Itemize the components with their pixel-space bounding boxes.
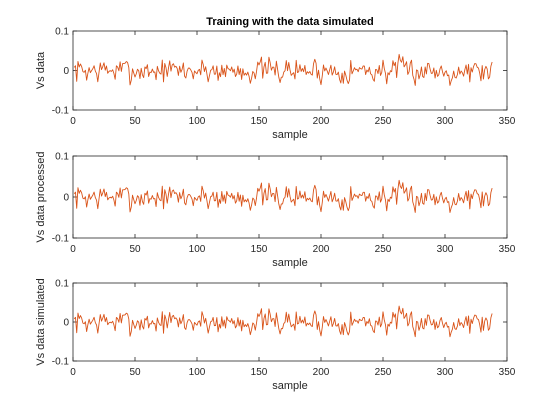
x-axis-label: sample	[272, 257, 307, 269]
x-axis-label: sample	[272, 129, 307, 141]
x-tick-label: 150	[251, 367, 268, 378]
x-tick-label: 0	[70, 116, 76, 127]
x-tick-label: 200	[313, 367, 330, 378]
x-axis-label: sample	[272, 380, 307, 392]
x-tick-label: 50	[129, 367, 141, 378]
y-tick-label: 0.1	[55, 27, 69, 38]
x-tick-label: 200	[313, 244, 330, 255]
y-tick-label: -0.1	[52, 357, 70, 368]
x-tick-label: 250	[375, 244, 392, 255]
x-tick-label: 50	[129, 244, 141, 255]
x-tick-label: 350	[499, 367, 516, 378]
x-tick-label: 100	[189, 367, 206, 378]
x-tick-label: 300	[437, 367, 454, 378]
y-axis-label: Vs data	[35, 51, 47, 89]
y-tick-label: 0	[63, 193, 69, 204]
x-tick-label: 0	[70, 367, 76, 378]
x-tick-label: 100	[189, 116, 206, 127]
x-tick-label: 200	[313, 116, 330, 127]
x-tick-label: 100	[189, 244, 206, 255]
series-line	[73, 53, 493, 86]
y-axis-label: Vs data processed	[35, 151, 47, 242]
y-tick-label: 0.1	[55, 279, 69, 290]
series-line	[73, 179, 493, 213]
y-tick-label: -0.1	[52, 234, 70, 245]
y-tick-label: 0	[63, 66, 69, 77]
x-tick-label: 350	[499, 244, 516, 255]
x-tick-label: 0	[70, 244, 76, 255]
x-tick-label: 250	[375, 116, 392, 127]
y-axis-label: Vs data simulated	[35, 278, 47, 365]
x-tick-label: 350	[499, 116, 516, 127]
x-tick-label: 150	[251, 116, 268, 127]
x-tick-label: 250	[375, 367, 392, 378]
x-tick-label: 300	[437, 116, 454, 127]
x-tick-label: 300	[437, 244, 454, 255]
x-tick-label: 150	[251, 244, 268, 255]
series-line	[73, 305, 493, 338]
x-tick-label: 50	[129, 116, 141, 127]
y-tick-label: 0	[63, 318, 69, 329]
y-tick-label: -0.1	[52, 106, 70, 117]
chart-title: Training with the data simulated	[206, 16, 373, 28]
y-tick-label: 0.1	[55, 152, 69, 163]
